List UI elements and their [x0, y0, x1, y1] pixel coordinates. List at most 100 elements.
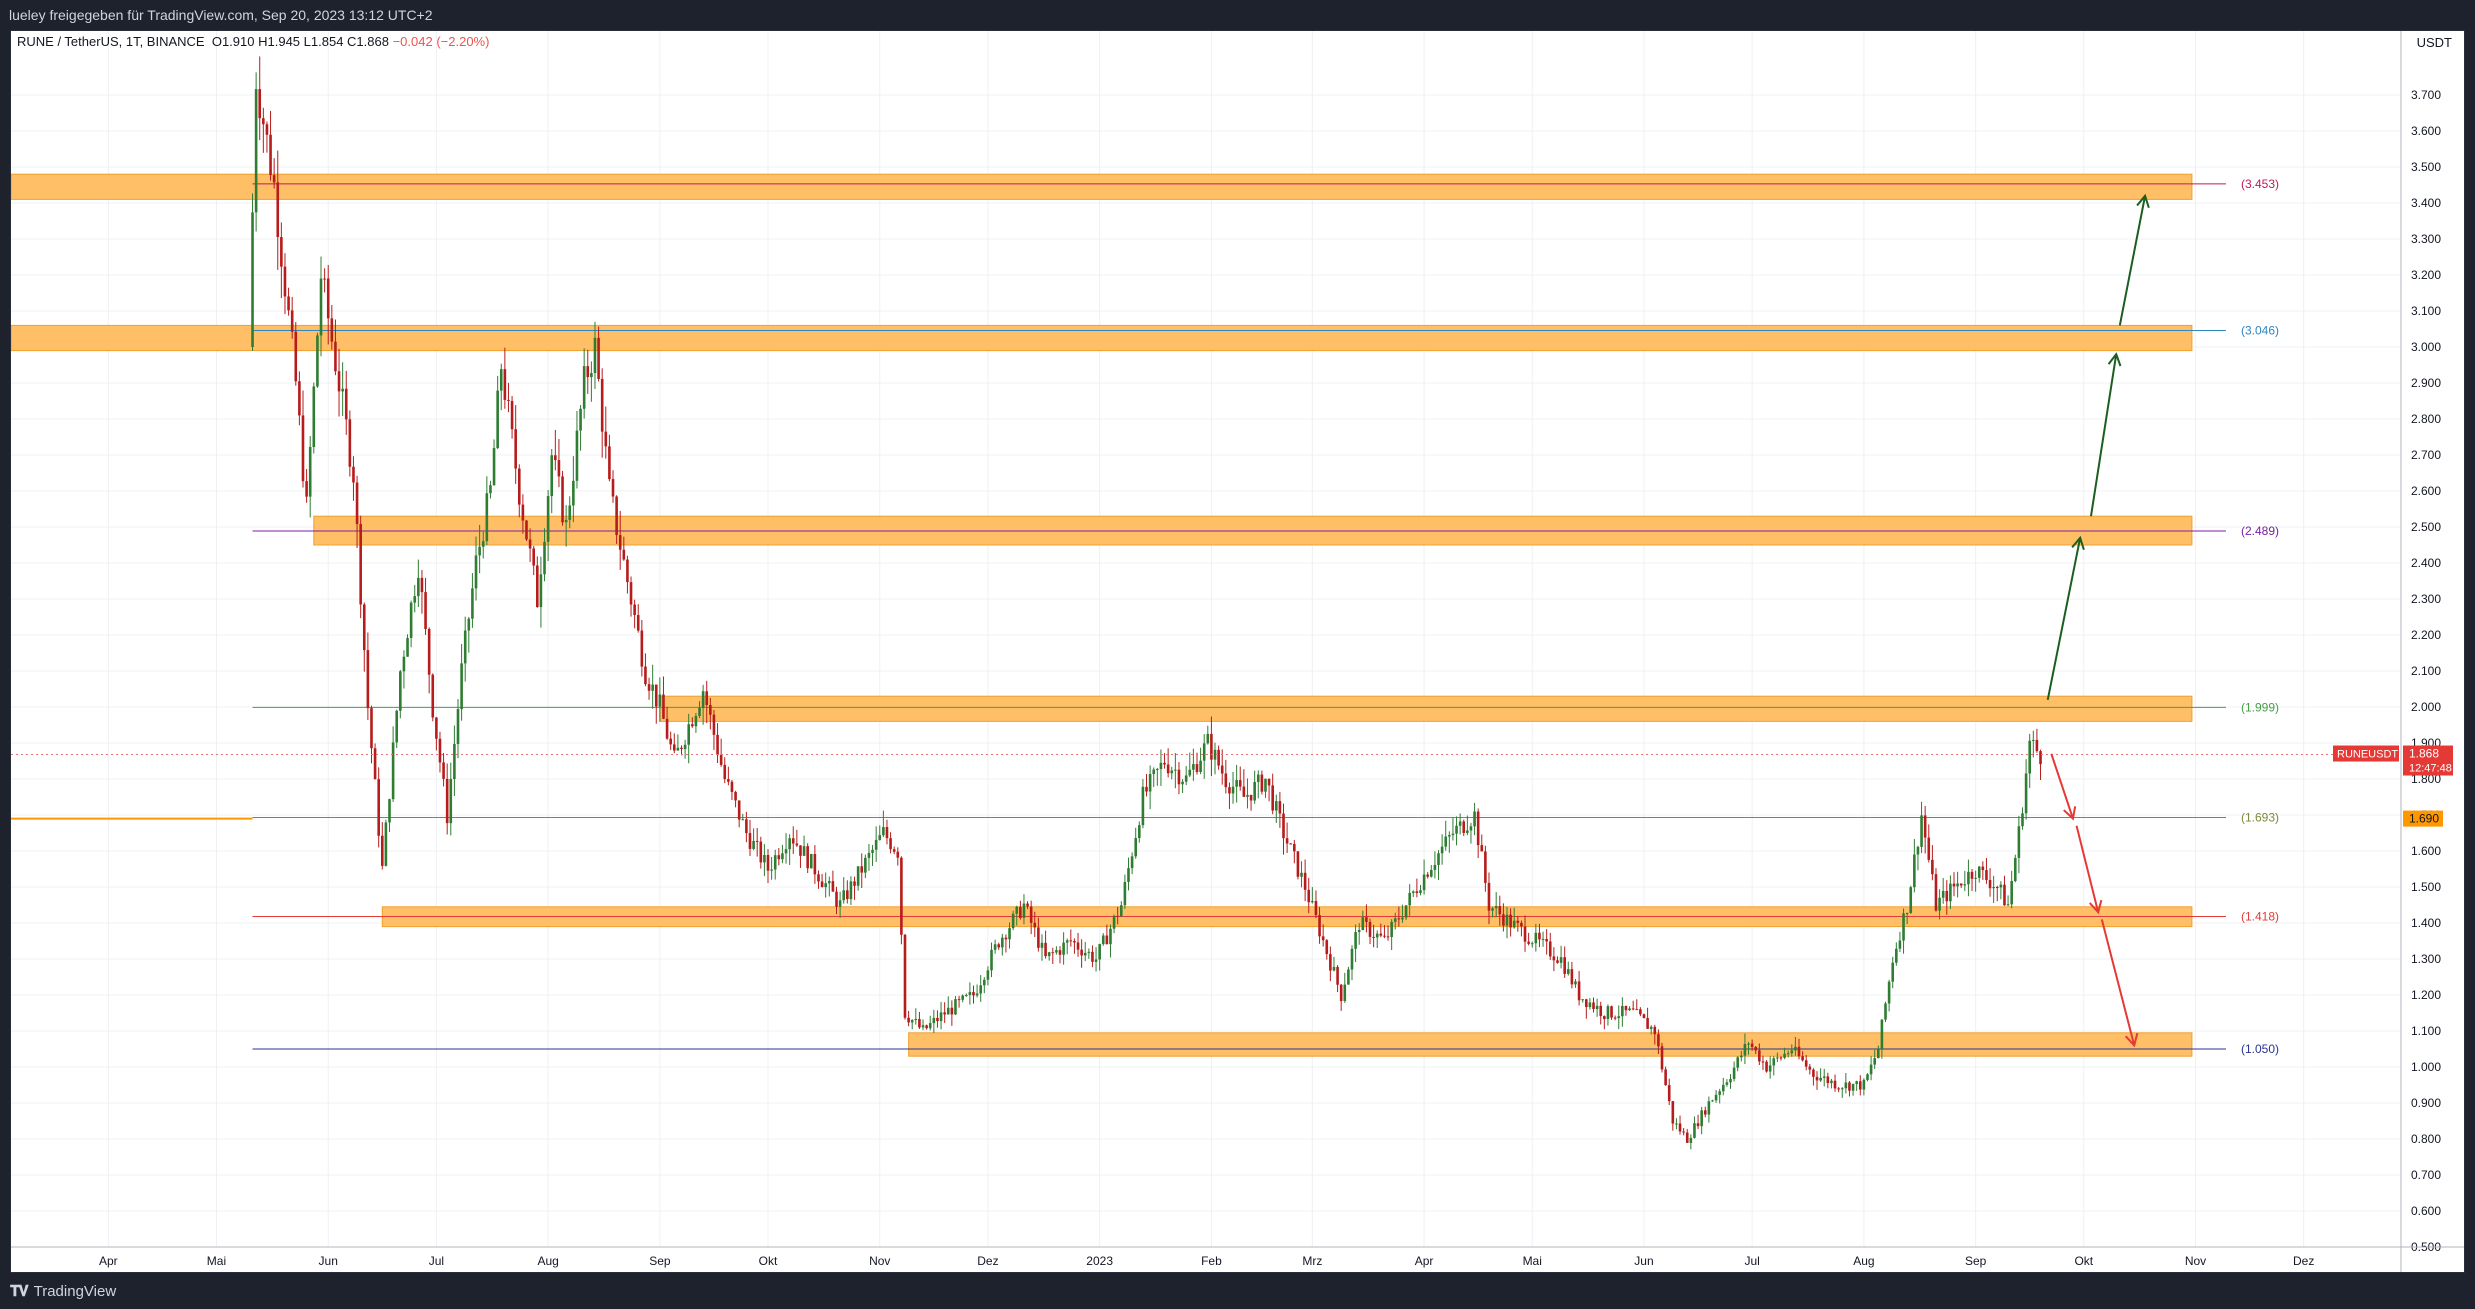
- target-arrow-up[interactable]: [2089, 354, 2116, 517]
- candle-body: [272, 175, 276, 183]
- target-arrow-up[interactable]: [2046, 538, 2080, 700]
- candle-body: [2035, 739, 2039, 752]
- chart-frame[interactable]: 0.500 0.600 0.700 0.800 0.900 1.000 1.100 1.200…: [10, 30, 2465, 1273]
- y-tick-label: 3.700: [2411, 88, 2441, 102]
- candle-body: [1967, 871, 1970, 885]
- candle-body: [791, 838, 795, 844]
- currency-unit[interactable]: USDT: [2416, 35, 2452, 50]
- candle-body: [1776, 1057, 1779, 1059]
- candle-body: [1202, 743, 1206, 761]
- support-resistance-zone[interactable]: [11, 324, 2193, 352]
- candle-body: [950, 1007, 954, 1015]
- candle-body: [1408, 892, 1411, 906]
- candle-body: [1401, 917, 1404, 920]
- candle-body: [301, 415, 305, 482]
- candle-body: [611, 479, 615, 497]
- candle-body: [669, 738, 672, 745]
- candle-body: [600, 378, 604, 432]
- candle-body: [1931, 859, 1934, 875]
- candle-body: [672, 744, 676, 751]
- candle-body: [2003, 884, 2006, 906]
- candle-body: [262, 118, 265, 125]
- candle-body: [1473, 811, 1476, 827]
- candle-body: [1033, 922, 1037, 928]
- candle-body: [882, 827, 885, 836]
- candle-body: [1469, 826, 1473, 831]
- candle-body: [1963, 884, 1967, 886]
- target-arrow-down[interactable]: [2050, 753, 2073, 819]
- candle-body: [651, 684, 654, 691]
- candle-body: [1448, 835, 1451, 837]
- candle-body: [1621, 1005, 1624, 1017]
- candle-body: [752, 840, 755, 849]
- target-arrow-up[interactable]: [2118, 196, 2145, 326]
- candle-body: [1851, 1083, 1855, 1091]
- candle-body: [1318, 915, 1321, 937]
- candle-body: [647, 684, 651, 691]
- candle-body: [1195, 764, 1199, 773]
- candle-body: [615, 496, 618, 536]
- candle-body: [1462, 821, 1466, 833]
- candle-body: [687, 724, 691, 745]
- brand-name: TradingView: [33, 1283, 117, 1300]
- candle-body: [809, 854, 813, 869]
- candle-body: [1282, 813, 1285, 839]
- candle-body: [431, 674, 435, 718]
- candle-body: [683, 744, 687, 750]
- price-line-badge[interactable]: [2403, 810, 2443, 827]
- candle-body: [1992, 886, 1995, 889]
- candle-body: [1347, 969, 1350, 985]
- candle-body: [1945, 890, 1949, 902]
- candle-body: [316, 335, 319, 387]
- candle-body: [889, 838, 892, 850]
- target-arrow-down[interactable]: [2100, 919, 2134, 1045]
- candle-body: [341, 388, 344, 392]
- candle-body: [1220, 765, 1224, 774]
- candle-body: [1981, 866, 1985, 871]
- support-resistance-zone[interactable]: [908, 1032, 2193, 1057]
- candle-body: [1869, 1064, 1873, 1075]
- candle-body: [1188, 769, 1192, 776]
- x-tick-label: Okt: [759, 1254, 778, 1268]
- candle-body: [1145, 786, 1148, 792]
- candle-body: [1595, 1005, 1599, 1010]
- candle-body: [1887, 981, 1891, 1004]
- candle-body: [1386, 936, 1390, 938]
- candle-body: [1278, 801, 1282, 814]
- candle-body: [662, 694, 665, 719]
- candle-body: [1249, 794, 1253, 801]
- candle-body: [1689, 1137, 1693, 1143]
- candle-body: [626, 559, 629, 583]
- symbol-badge-label: RUNEUSDT: [2337, 749, 2398, 761]
- y-tick-label: 0.900: [2411, 1096, 2441, 1110]
- candle-body: [467, 618, 471, 631]
- candle-body: [1999, 884, 2003, 888]
- candle-body: [1512, 920, 1516, 928]
- candle-body: [1985, 870, 1988, 880]
- symbol-badge[interactable]: [2333, 745, 2399, 762]
- candle-body: [1080, 949, 1083, 956]
- candle-body: [1451, 833, 1455, 836]
- y-tick-label: 0.700: [2411, 1168, 2441, 1182]
- brand[interactable]: 𝐓𝐕 TradingView: [10, 1283, 116, 1300]
- candle-body: [1141, 786, 1145, 826]
- candle-body: [1646, 1018, 1649, 1029]
- candle-body: [1592, 1002, 1595, 1010]
- price-chart[interactable]: 0.5000.6000.7000.8000.9001.0001.1001.200…: [11, 31, 2464, 1272]
- candle-body: [2032, 739, 2035, 741]
- candle-body: [939, 1012, 943, 1022]
- candle-body: [550, 455, 554, 497]
- candle-body: [770, 869, 773, 871]
- candle-body: [1833, 1080, 1837, 1089]
- target-arrow-down[interactable]: [2075, 825, 2099, 912]
- candle-body: [449, 779, 453, 824]
- candle-body: [1797, 1046, 1801, 1057]
- candle-body: [525, 520, 528, 540]
- candle-body: [701, 691, 705, 708]
- support-resistance-zone[interactable]: [659, 695, 2193, 722]
- plot-area[interactable]: [11, 31, 2401, 1247]
- candle-body: [1069, 940, 1073, 942]
- last-price-badge[interactable]: [2403, 745, 2453, 776]
- candle-body: [1959, 883, 1963, 886]
- support-resistance-zone[interactable]: [11, 173, 2193, 200]
